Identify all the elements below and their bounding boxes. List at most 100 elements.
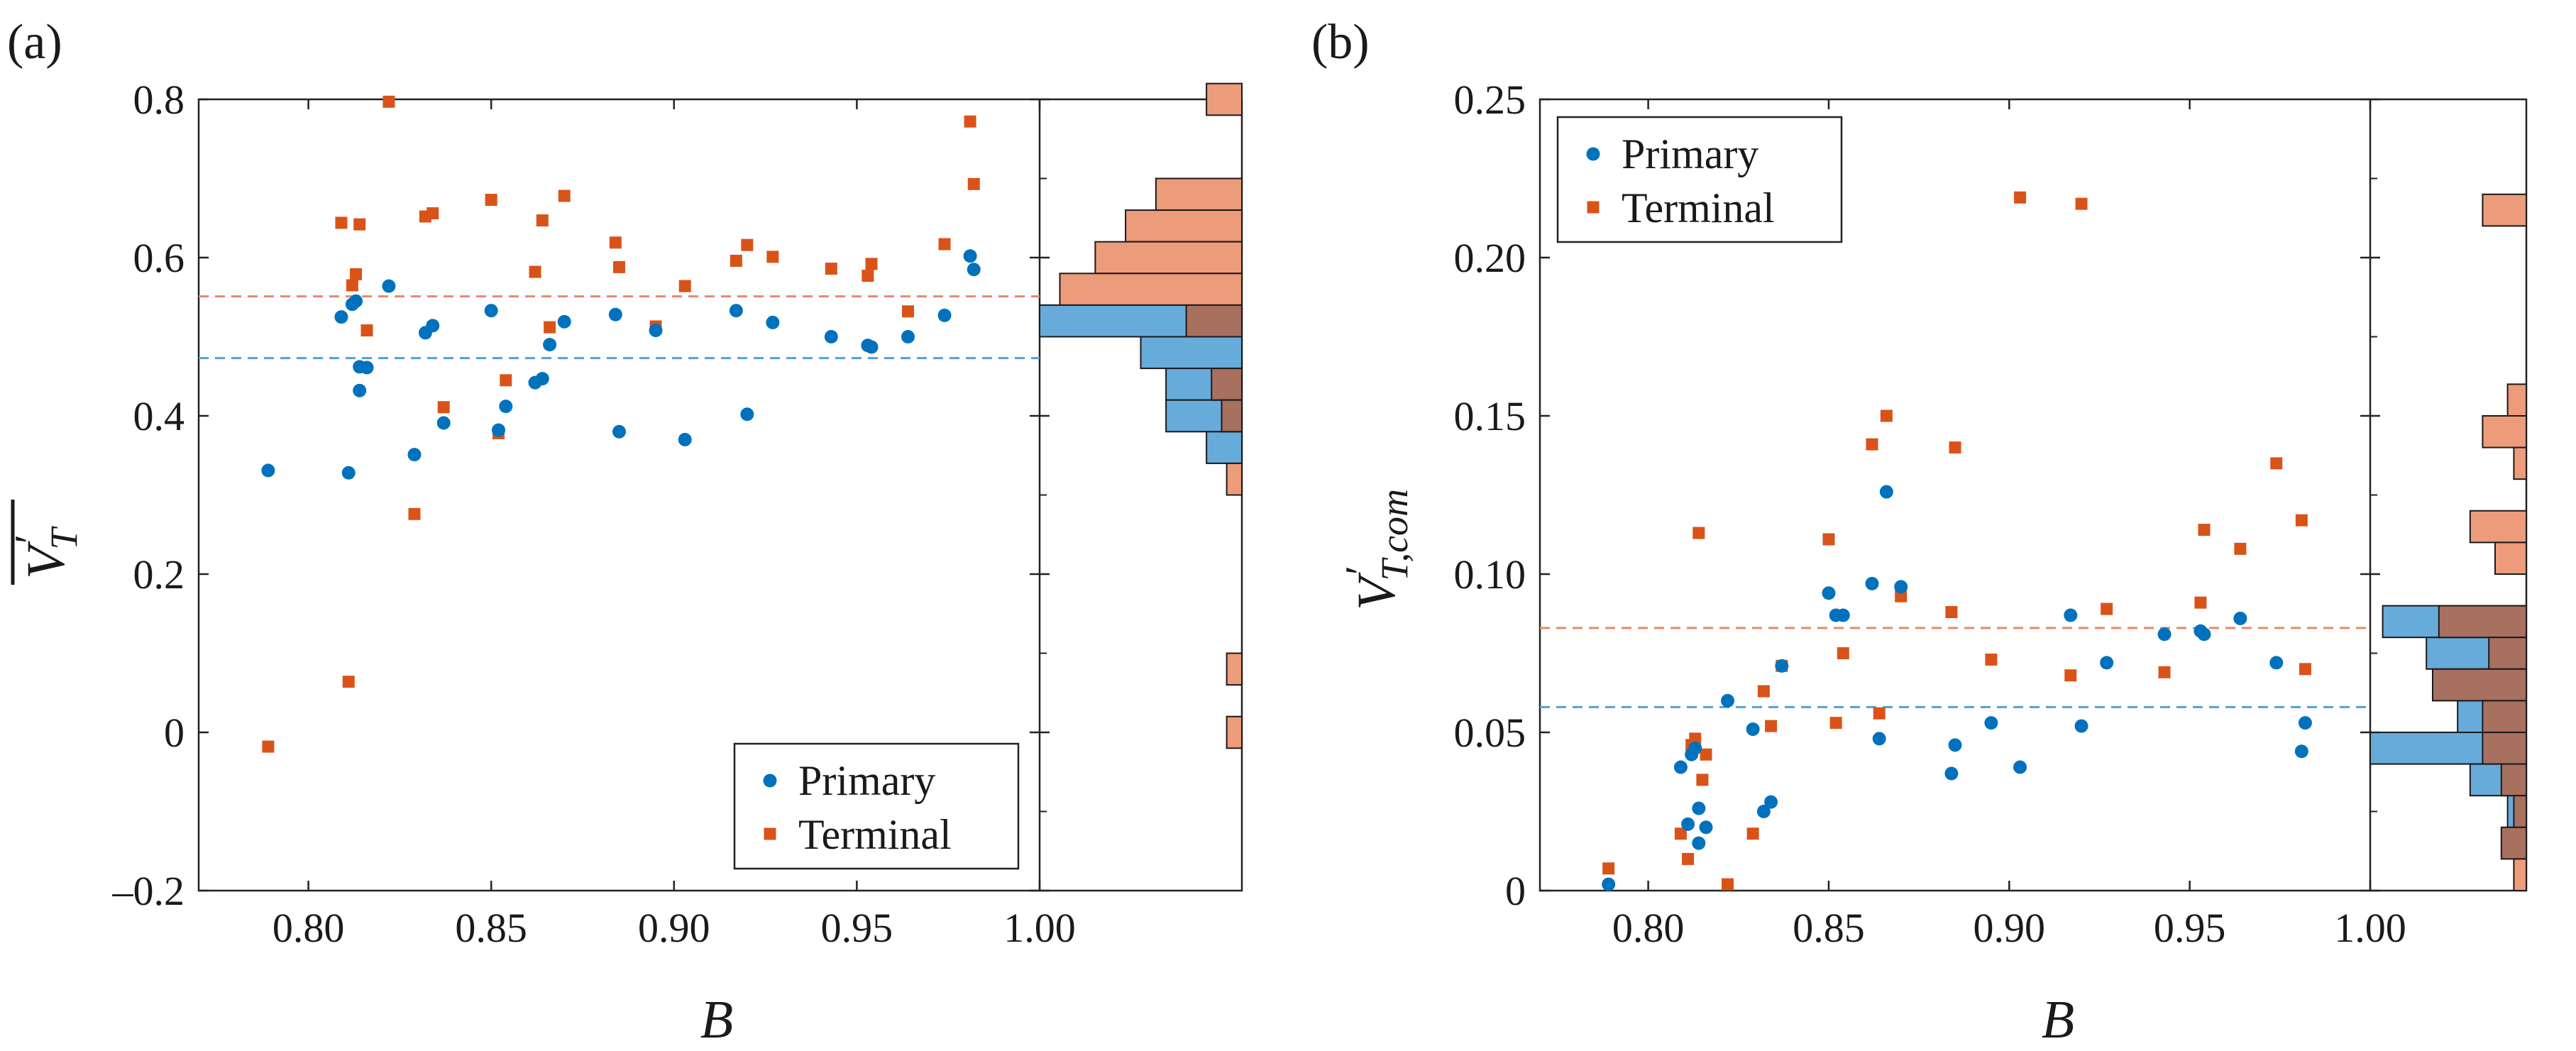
terminal-point (1689, 732, 1702, 745)
terminal-hist-bar (2469, 510, 2528, 544)
primary-point (1699, 820, 1713, 835)
terminal-point (967, 177, 980, 190)
legend-box (733, 742, 1020, 870)
terminal-point (353, 218, 366, 231)
x-tick-label: 0.85 (1793, 905, 1865, 951)
terminal-point (1696, 774, 1709, 786)
y-tick-label: 0.20 (1454, 235, 1526, 281)
axes-box (1539, 98, 2528, 892)
primary-point (426, 319, 440, 333)
y-tick-label: 0.15 (1454, 393, 1526, 439)
primary-point (1948, 738, 1962, 752)
terminal-point (1837, 647, 1849, 659)
terminal-point (1674, 827, 1687, 840)
terminal-point (1873, 707, 1886, 720)
primary-point (261, 463, 275, 478)
primary-point (608, 307, 622, 321)
panel-b-mean-lines (1540, 627, 2370, 708)
x-tick-label: 0.85 (455, 905, 527, 951)
terminal-point (678, 280, 691, 292)
terminal-point (342, 676, 355, 688)
terminal-point (741, 238, 754, 251)
y-tick-label: 0.05 (1454, 710, 1526, 756)
primary-point (1602, 877, 1616, 891)
terminal-hist-bar (1185, 304, 1243, 338)
primary-point (353, 383, 367, 397)
legend-terminal-marker (764, 827, 776, 840)
primary-point (678, 432, 692, 446)
panel-a-ticks: 0.80 0.85 0.90 0.95 1.00 –0.2 0 0.2 0.4 0.6 0.8 (112, 77, 1076, 951)
terminal-hist-bar (2513, 446, 2527, 480)
terminal-point (1880, 409, 1893, 422)
y-tick-label: –0.2 (112, 868, 185, 914)
primary-point (407, 448, 422, 462)
legend-terminal-marker (1587, 201, 1600, 214)
primary-point (382, 279, 396, 293)
terminal-point (2270, 457, 2283, 470)
primary-point (1681, 817, 1695, 831)
terminal-point (1602, 862, 1615, 875)
y-tick-label: 0 (1505, 868, 1526, 914)
terminal-point (902, 305, 915, 318)
terminal-point (613, 260, 625, 273)
legend-primary-label: Primary (798, 757, 935, 804)
terminal-point (529, 265, 541, 278)
panel-b-ylabel-prime: ′ (1337, 568, 1384, 578)
x-tick-label: 0.95 (2154, 905, 2226, 951)
terminal-hist-bar (2482, 415, 2527, 449)
terminal-hist-bar (1226, 715, 1243, 749)
primary-point (740, 407, 754, 422)
terminal-point (360, 324, 373, 337)
terminal-hist-bar (1155, 177, 1243, 211)
terminal-hist-bar (1206, 82, 1243, 116)
terminal-point (609, 236, 622, 249)
terminal-point (558, 189, 571, 202)
primary-point (1688, 741, 1702, 755)
primary-point (729, 304, 743, 318)
primary-point (543, 338, 557, 352)
x-tick-label: 1.00 (1003, 905, 1076, 951)
panel-a-terminal-points (262, 95, 980, 753)
terminal-hist-bar (2500, 826, 2528, 860)
terminal-hist-bar (2513, 795, 2527, 828)
x-tick-label: 0.95 (821, 905, 893, 951)
terminal-hist-bar (1059, 273, 1243, 306)
terminal-point (2075, 197, 2088, 210)
terminal-point (2101, 602, 2113, 615)
terminal-point (2295, 514, 2308, 527)
panel-a-ylabel-sub: T (43, 525, 85, 549)
panel-b-terminal-points (1602, 191, 2311, 891)
terminal-point (1829, 717, 1842, 730)
panel-b: (b) 0.80 0.85 0.90 0.95 1.00 0 0.05 0.10 0.15 0.2… (1311, 15, 2528, 1050)
primary-point (1764, 795, 1778, 809)
terminal-point (865, 258, 878, 270)
terminal-hist-bar (2482, 700, 2527, 734)
panel-b-ylabel: V′T,com (1337, 489, 1416, 610)
terminal-point (1682, 852, 1695, 865)
primary-point (2233, 611, 2247, 625)
primary-point (901, 330, 915, 343)
primary-point (2269, 656, 2284, 670)
terminal-point (964, 115, 976, 128)
primary-point (484, 304, 498, 318)
terminal-hist-bar (1226, 652, 1243, 686)
terminal-hist-bar (1125, 209, 1243, 243)
legend-box (1556, 116, 1843, 243)
primary-point (436, 416, 451, 430)
panel-a-mean-lines (199, 295, 1040, 360)
panel-b-ylabel-sub: T,com (1373, 489, 1416, 581)
terminal-point (1746, 827, 1759, 840)
primary-point (1984, 716, 1998, 730)
primary-point (967, 263, 981, 277)
terminal-hist-bar (1221, 399, 1243, 433)
terminal-hist-bar (2500, 763, 2528, 797)
primary-point (360, 361, 374, 375)
svg-text:V′T: V′T (6, 525, 85, 579)
primary-point (1756, 805, 1771, 818)
primary-point (1775, 659, 1789, 673)
panel-b-histogram (2369, 193, 2528, 892)
terminal-point (2014, 191, 2027, 204)
primary-point (864, 340, 879, 354)
primary-point (334, 310, 348, 324)
primary-point (1673, 760, 1688, 774)
